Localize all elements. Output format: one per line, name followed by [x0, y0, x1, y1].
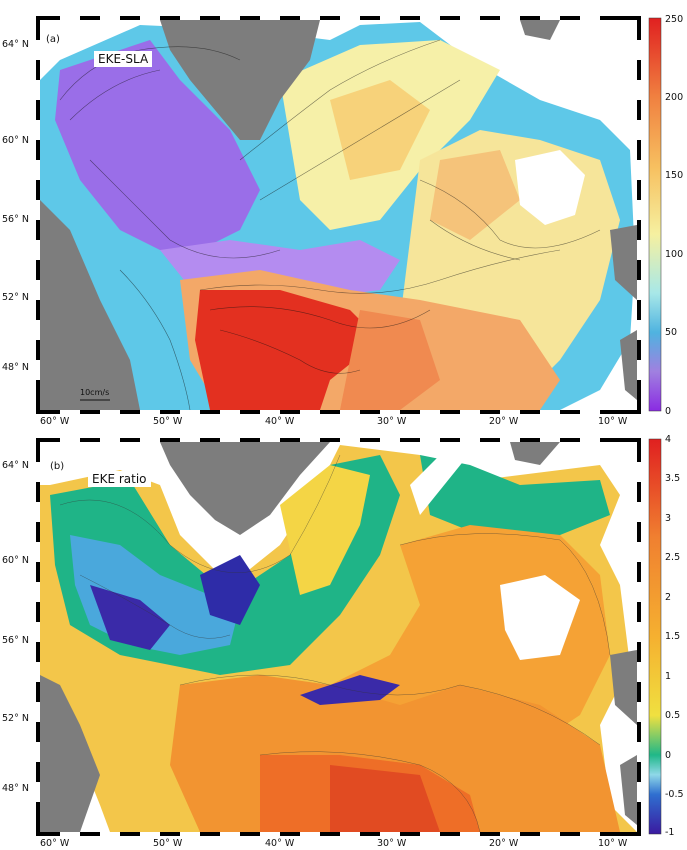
lat-label: 52° N — [2, 713, 29, 724]
cb-b-tick-10: -1 — [665, 827, 674, 838]
lon-label: 10° W — [598, 838, 628, 849]
lon-label: 50° W — [153, 838, 183, 849]
lon-label: 10° W — [598, 416, 628, 425]
lat-label: 60° N — [2, 555, 29, 566]
lat-label: 52° N — [2, 292, 29, 303]
lat-label: 64° N — [2, 460, 29, 471]
cb-b-tick-4: 2 — [665, 592, 671, 603]
lat-label: 56° N — [2, 635, 29, 646]
cb-b-tick-8: 0 — [665, 750, 671, 761]
scale-label: 10cm/s — [80, 388, 110, 397]
frame-ticks — [36, 438, 641, 836]
colorbar-a — [648, 17, 662, 412]
panel-title: EKE-SLA — [94, 51, 153, 67]
panel-eke-ratio: 4 3.5 3 2.5 2 1.5 1 0.5 0 -0.5 -1 64° N … — [0, 425, 687, 850]
frame-ticks — [36, 16, 641, 414]
cb-a-tick-5: 0 — [665, 406, 671, 417]
cb-b-tick-3: 2.5 — [665, 552, 680, 563]
cb-a-tick-0: 250 — [665, 14, 683, 25]
lat-label: 48° N — [2, 783, 29, 794]
panel-a-map: 250 200 150 100 50 0 64° N 60° N 56° N 5… — [2, 14, 683, 425]
eke-field — [40, 20, 637, 410]
cb-b-tick-2: 3 — [665, 513, 671, 524]
ratio-field — [40, 442, 637, 832]
cb-a-tick-3: 100 — [665, 249, 683, 260]
cb-a-tick-1: 200 — [665, 92, 683, 103]
lon-label: 40° W — [265, 416, 295, 425]
lon-label: 30° W — [377, 416, 407, 425]
cb-b-tick-6: 1 — [665, 671, 671, 682]
cb-a-tick-4: 50 — [665, 327, 677, 338]
panel-tag: (a) — [46, 34, 60, 45]
cb-a-tick-2: 150 — [665, 170, 683, 181]
lon-label: 20° W — [489, 838, 519, 849]
cb-b-tick-9: -0.5 — [665, 789, 684, 800]
cb-b-tick-7: 0.5 — [665, 710, 680, 721]
lat-label: 48° N — [2, 362, 29, 373]
panel-eke-sla: 250 200 150 100 50 0 64° N 60° N 56° N 5… — [2, 14, 683, 425]
panel-tag: (b) — [50, 461, 65, 472]
lat-label: 60° N — [2, 135, 29, 146]
cb-b-tick-5: 1.5 — [665, 631, 680, 642]
lon-label: 30° W — [377, 838, 407, 849]
panel-title: EKE ratio — [88, 471, 151, 487]
cb-b-tick-1: 3.5 — [665, 473, 680, 484]
lon-label: 60° W — [40, 416, 70, 425]
colorbar-b — [648, 438, 662, 835]
panel-b-map: 4 3.5 3 2.5 2 1.5 1 0.5 0 -0.5 -1 64° N … — [2, 434, 684, 849]
lat-label: 64° N — [2, 39, 29, 50]
lat-label: 56° N — [2, 214, 29, 225]
lon-label: 40° W — [265, 838, 295, 849]
lon-label: 50° W — [153, 416, 183, 425]
lon-label: 20° W — [489, 416, 519, 425]
lon-label: 60° W — [40, 838, 70, 849]
cb-b-tick-0: 4 — [665, 434, 671, 445]
